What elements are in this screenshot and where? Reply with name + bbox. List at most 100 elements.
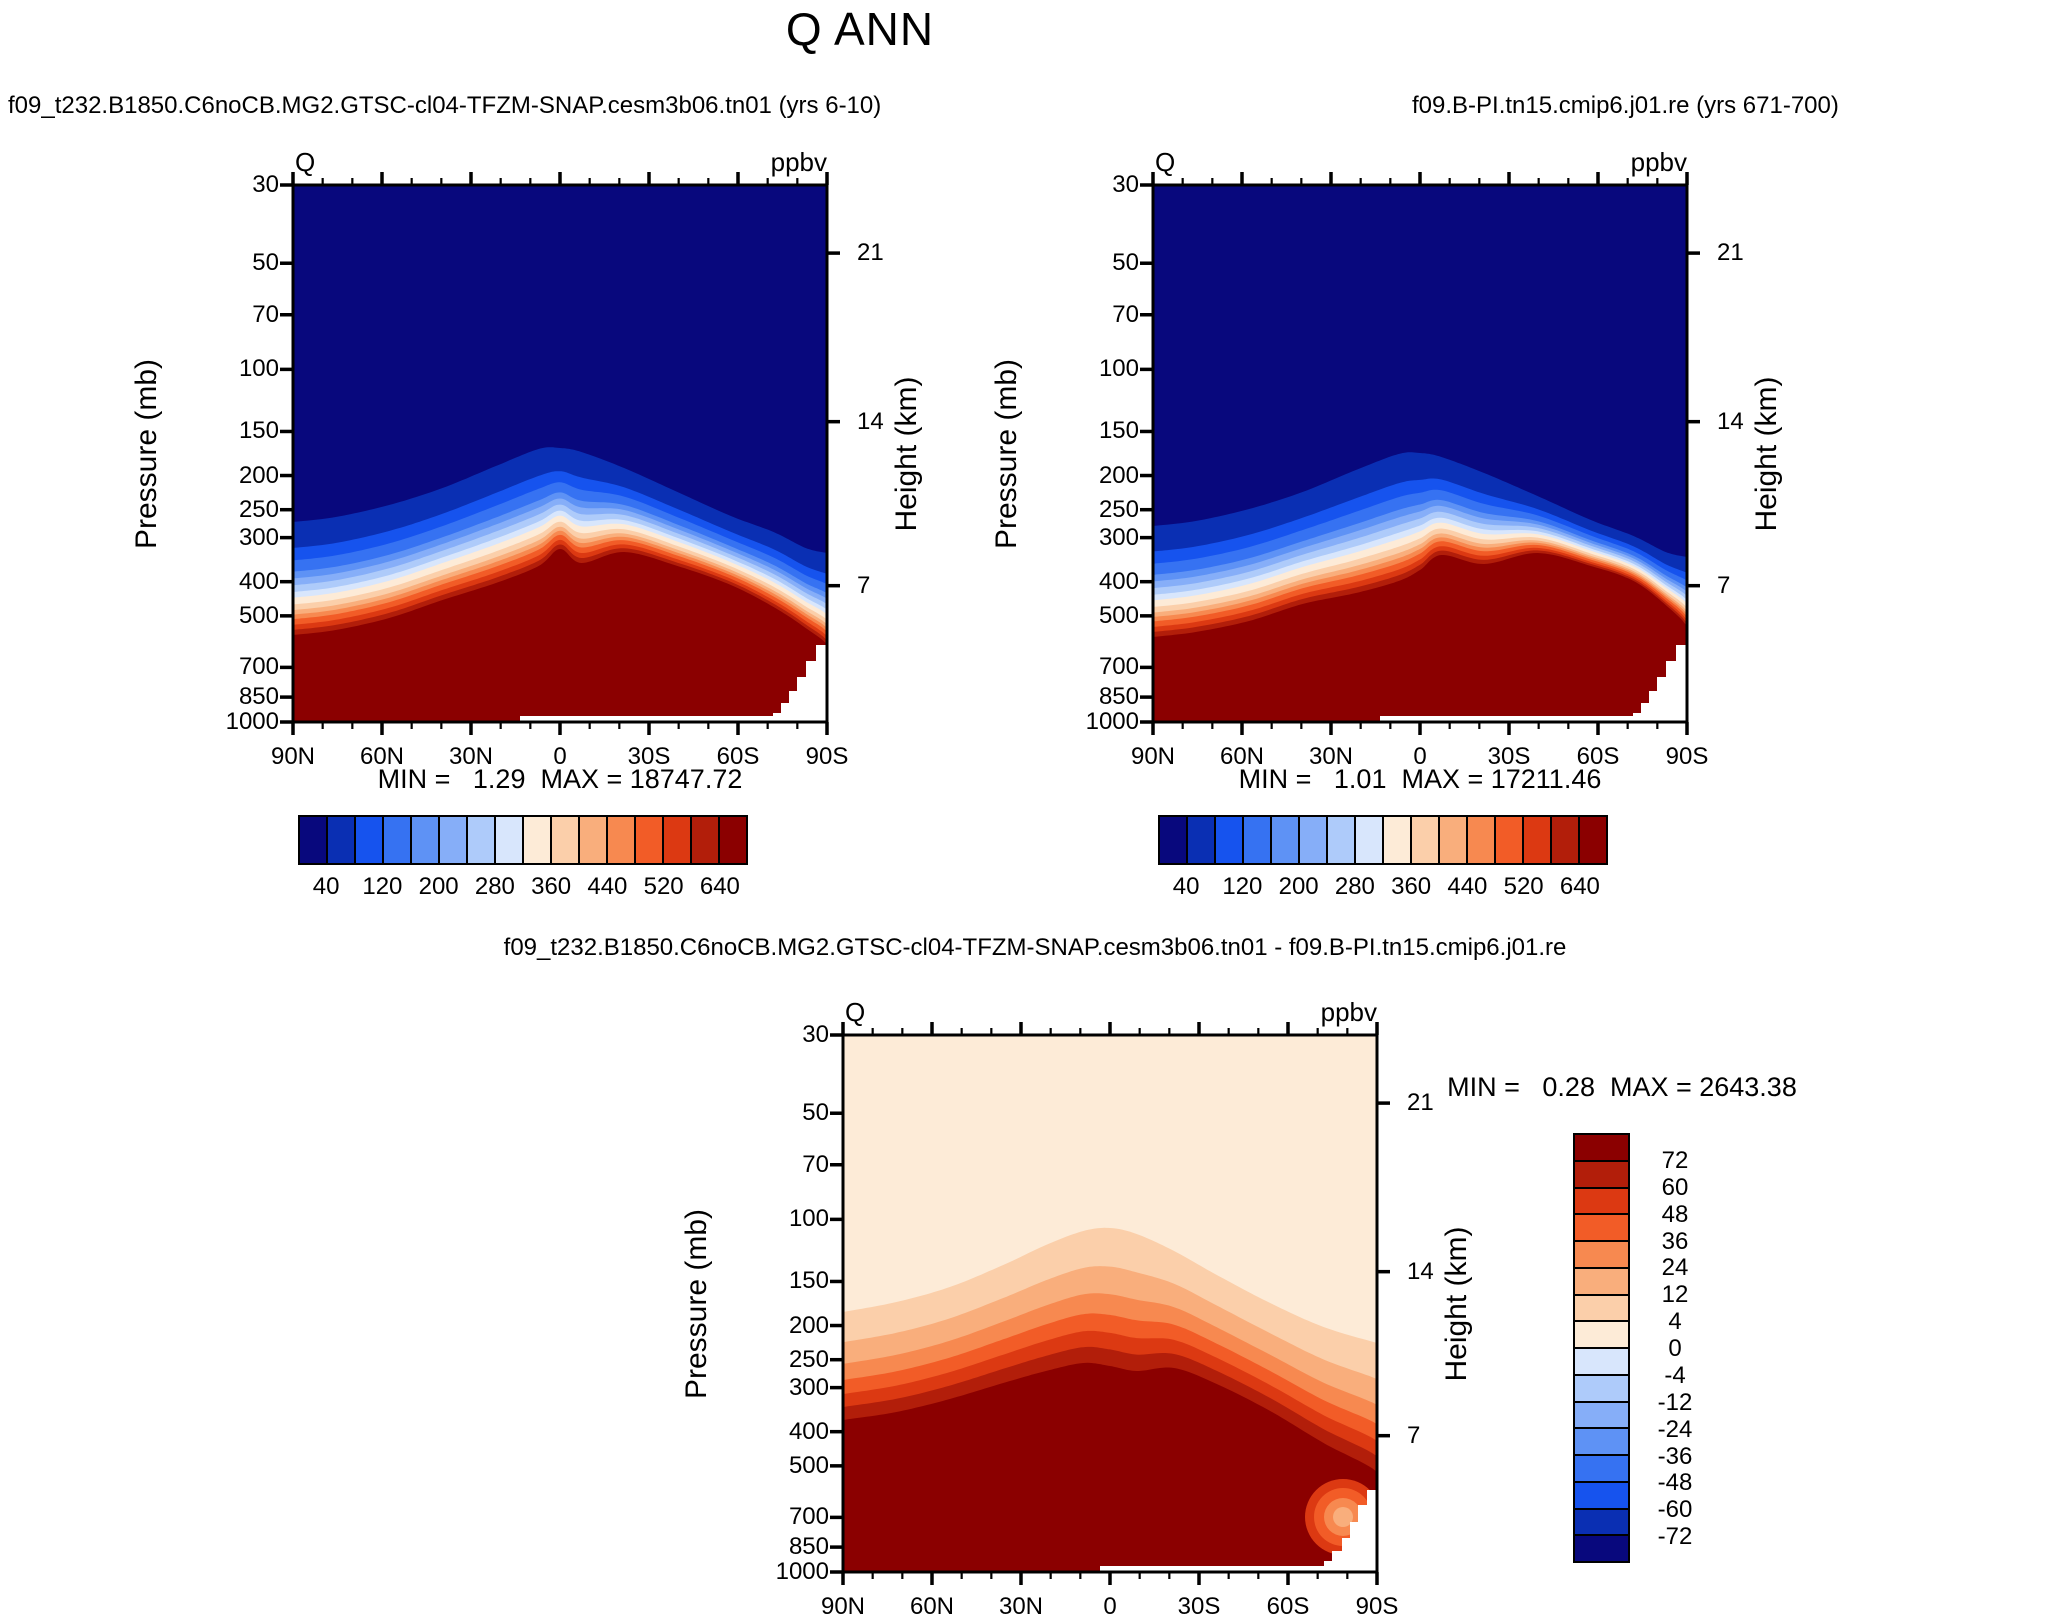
pressure-tick-label: 850 <box>238 683 279 711</box>
colorbar-segment <box>1575 1213 1628 1240</box>
pressure-tick-label: 400 <box>1098 567 1139 595</box>
latitude-tick-label: 30N <box>448 743 494 770</box>
pressure-tick-label: 300 <box>788 1373 829 1401</box>
pressure-axis-title-ref: Pressure (mb) <box>990 358 1023 549</box>
height-axis-title-ref: Height (km) <box>1750 375 1783 532</box>
contour-field-diff <box>843 1035 1377 1572</box>
colorbar-segment <box>1466 817 1494 863</box>
colorbar-segment <box>354 817 382 863</box>
colorbar-segment <box>1575 1534 1628 1561</box>
latitude-tick-label: 90S <box>805 743 849 770</box>
colorbar-segment <box>662 817 690 863</box>
terrain-strip <box>520 716 827 722</box>
field-label-case: Q <box>295 147 316 177</box>
pressure-tick-label: 250 <box>1098 495 1139 523</box>
colorbar-segment <box>550 817 578 863</box>
colorbar-tick-label: -36 <box>1657 1442 1693 1470</box>
pressure-tick-label: 700 <box>238 653 279 681</box>
latitude-tick-label: 90N <box>270 743 316 770</box>
colorbar-tick-label: -72 <box>1657 1523 1693 1551</box>
terrain-steps <box>773 645 827 722</box>
colorbar-segment <box>1575 1427 1628 1454</box>
colorbar-segment <box>634 817 662 863</box>
field-label-diff: Q <box>845 997 866 1027</box>
colorbar-tick-label: 40 <box>312 873 340 900</box>
colorbar-tick-label: 440 <box>587 873 628 900</box>
contour-plot-diff <box>830 1022 1390 1585</box>
colorbar-segment <box>1326 817 1354 863</box>
latitude-tick-label: 90S <box>1355 1593 1399 1618</box>
contour-band <box>293 549 827 722</box>
colorbar-tick-label: 36 <box>1661 1227 1689 1255</box>
pressure-tick-label: 150 <box>788 1267 829 1295</box>
min-max-label-diff: MIN = 0.28 MAX = 2643.38 <box>1447 1072 1797 1102</box>
latitude-tick-label: 0 <box>1103 1593 1117 1618</box>
pressure-tick-label: 700 <box>1098 653 1139 681</box>
pressure-tick-label: 1000 <box>1085 708 1139 735</box>
colorbar-segment <box>1575 1135 1628 1160</box>
pressure-tick-label: 500 <box>788 1451 829 1479</box>
latitude-tick-label: 30S <box>1487 743 1531 770</box>
colorbar-segment <box>1522 817 1550 863</box>
colorbar-segment <box>1550 817 1578 863</box>
pressure-tick-label: 400 <box>238 567 279 595</box>
colorbar-diff <box>1573 1133 1630 1563</box>
height-tick-label: 21 <box>1717 239 1744 267</box>
latitude-tick-label: 30N <box>1308 743 1354 770</box>
colorbar-segment <box>1575 1159 1628 1187</box>
contour-plot-ref <box>1140 172 1700 735</box>
pressure-tick-label: 70 <box>1112 300 1139 328</box>
colorbar-segment <box>1575 1400 1628 1428</box>
colorbar-segment <box>1575 1293 1628 1321</box>
units-label-diff: ppbv <box>1320 997 1377 1027</box>
latitude-tick-label: 30S <box>1177 1593 1221 1618</box>
colorbar-tick-label: 360 <box>531 873 572 900</box>
colorbar-segment <box>1575 1373 1628 1401</box>
height-tick-label: 14 <box>1407 1257 1434 1285</box>
height-tick-label: 7 <box>1717 571 1731 599</box>
colorbar-segment <box>1575 1320 1628 1347</box>
pressure-tick-label: 50 <box>802 1099 829 1127</box>
colorbar-tick-label: 120 <box>1222 873 1263 900</box>
colorbar-segment <box>1160 817 1186 863</box>
colorbar-segment <box>1382 817 1410 863</box>
terrain-strip <box>1100 1566 1377 1572</box>
colorbar-segment <box>1214 817 1242 863</box>
terrain-steps <box>1317 1490 1377 1572</box>
colorbar-tick-label: 520 <box>643 873 684 900</box>
contour-field-ref <box>1153 185 1687 722</box>
field-label-ref: Q <box>1155 147 1176 177</box>
pressure-tick-label: 30 <box>1112 171 1139 198</box>
min-max-label-case: MIN = 1.29 MAX = 18747.72 <box>377 764 743 794</box>
latitude-tick-label: 60S <box>716 743 760 770</box>
colorbar-segment <box>382 817 410 863</box>
contour-field-case <box>293 185 827 722</box>
colorbar-segment <box>578 817 606 863</box>
latitude-tick-label: 90N <box>820 1593 866 1618</box>
colorbar-segment <box>300 817 326 863</box>
pressure-tick-label: 1000 <box>225 708 279 735</box>
colorbar-tick-label: 200 <box>418 873 459 900</box>
colorbar-tick-label: -24 <box>1657 1415 1693 1443</box>
pressure-tick-label: 300 <box>1098 523 1139 551</box>
panel-title-diff: f09_t232.B1850.C6noCB.MG2.GTSC-cl04-TFZM… <box>503 934 1567 961</box>
colorbar-segment <box>1575 1240 1628 1267</box>
pressure-tick-label: 200 <box>788 1311 829 1339</box>
colorbar-tick-label: 0 <box>1668 1335 1682 1362</box>
colorbar-tick-label: 4 <box>1668 1308 1682 1336</box>
pressure-tick-label: 200 <box>238 461 279 489</box>
latitude-tick-label: 30N <box>998 1593 1044 1618</box>
height-tick-label: 21 <box>857 239 884 267</box>
min-max-label-ref: MIN = 1.01 MAX = 17211.46 <box>1238 764 1602 794</box>
height-tick-label: 14 <box>1717 407 1744 435</box>
colorbar-tick-label: 24 <box>1661 1254 1689 1282</box>
terrain-steps <box>1633 645 1687 722</box>
colorbar-segment <box>718 817 746 863</box>
height-axis-title-case: Height (km) <box>890 375 923 532</box>
colorbar-tick-label: 200 <box>1278 873 1319 900</box>
height-tick-label: 7 <box>857 571 871 599</box>
colorbar-segment <box>410 817 438 863</box>
colorbar-tick-label: -4 <box>1664 1361 1686 1389</box>
pressure-tick-label: 100 <box>238 355 279 383</box>
